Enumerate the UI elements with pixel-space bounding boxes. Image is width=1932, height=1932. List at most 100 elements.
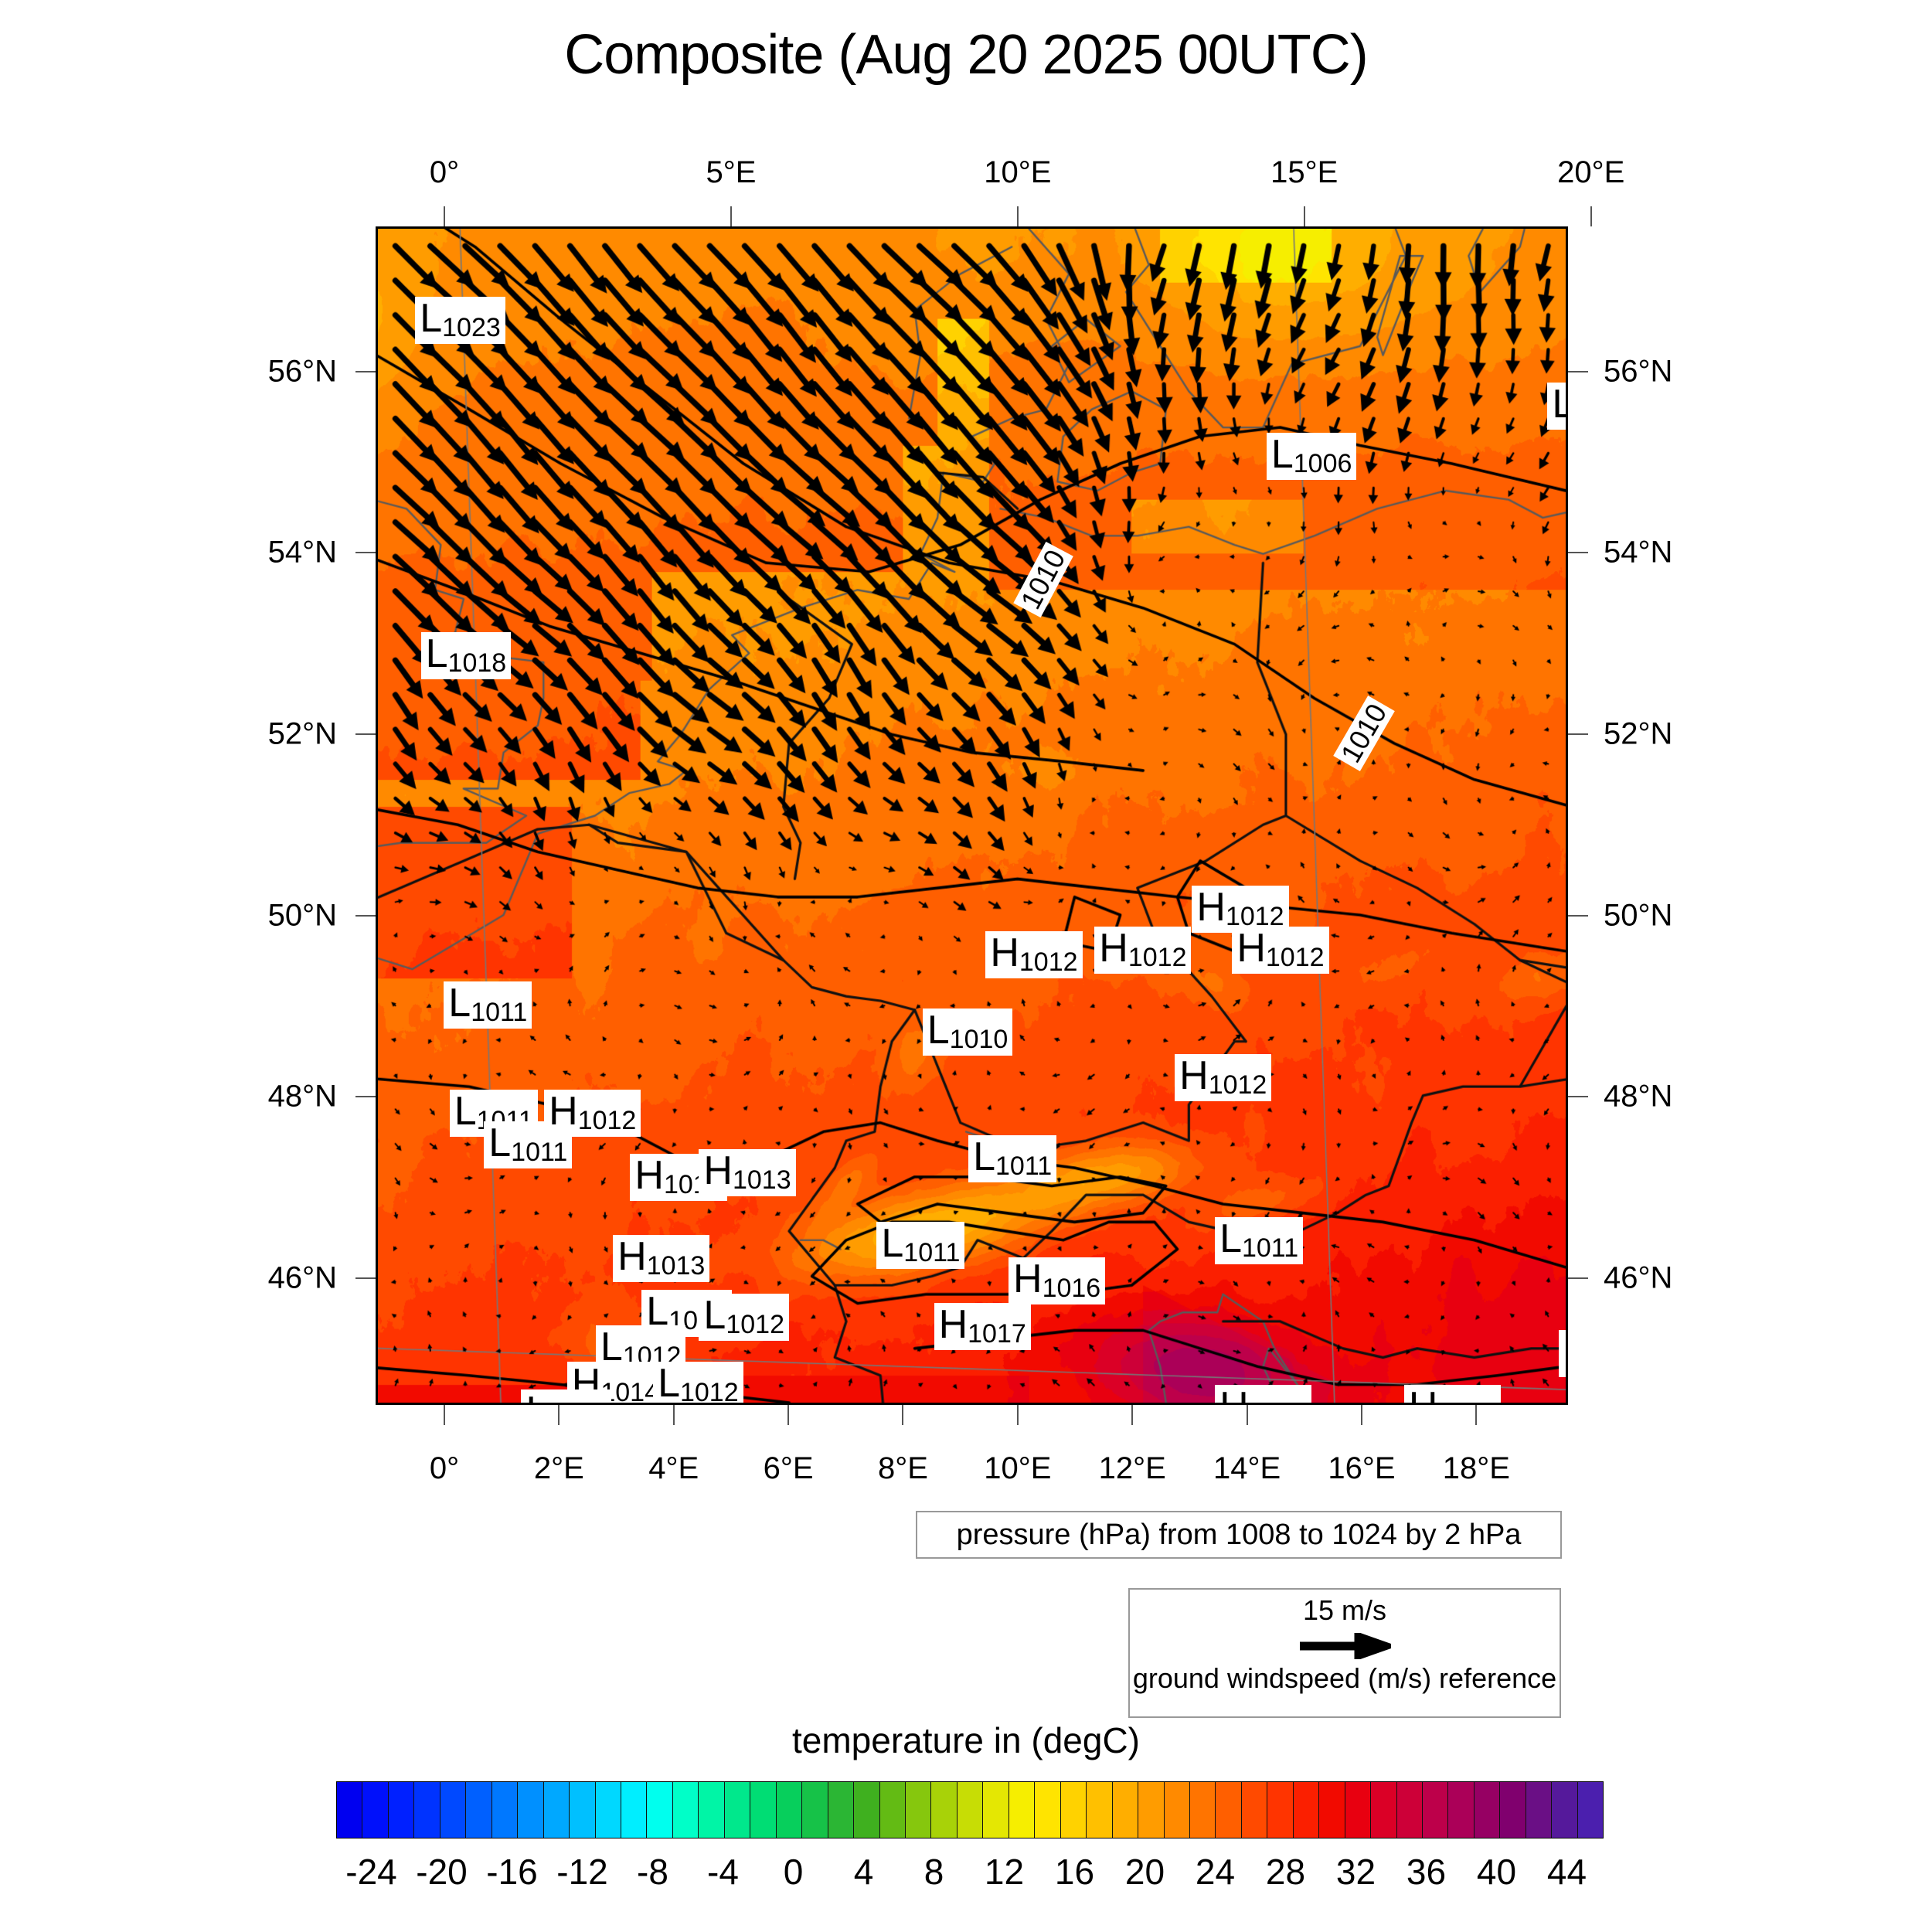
temperature-colorbar[interactable] — [336, 1781, 1604, 1838]
left-axis-label: 54°N — [267, 535, 337, 570]
colorbar-tick-1: -20 — [416, 1852, 468, 1892]
map-plot-area[interactable]: L1023 L1018 L1011 L1011 L1011 H1012 H1013 H1013… — [376, 226, 1568, 1405]
bottom-tick — [1246, 1405, 1248, 1425]
wind-ref-caption: ground windspeed (m/s) reference — [1132, 1662, 1557, 1694]
wind-ref-magnitude: 15 m/s — [1302, 1594, 1387, 1626]
colorbar-cell-1 — [362, 1782, 389, 1838]
colorbar-tick-15: 36 — [1406, 1852, 1447, 1892]
colorbar-cell-32 — [1164, 1782, 1190, 1838]
colorbar-cell-22 — [905, 1782, 932, 1838]
top-axis-label: 15°E — [1270, 155, 1338, 189]
colorbar-cell-5 — [466, 1782, 492, 1838]
bottom-tick — [902, 1405, 904, 1425]
colorbar-cell-4 — [440, 1782, 467, 1838]
bottom-axis-label: 8°E — [878, 1451, 928, 1485]
top-tick — [730, 206, 732, 226]
colorbar-cell-38 — [1319, 1782, 1345, 1838]
colorbar-tick-8: 8 — [923, 1852, 944, 1892]
pressure-info-box: pressure (hPa) from 1008 to 1024 by 2 hP… — [916, 1511, 1562, 1559]
pressure-centre-label: H1012 — [985, 931, 1083, 979]
colorbar-tick-13: 28 — [1265, 1852, 1306, 1892]
bottom-tick — [1475, 1405, 1478, 1425]
colorbar-tick-9: 12 — [984, 1852, 1025, 1892]
bottom-axis-label: 4°E — [648, 1451, 699, 1485]
bottom-axis-label: 14°E — [1213, 1451, 1281, 1485]
pressure-centre-label: H1012 — [1094, 927, 1192, 975]
pressure-centre-label: H1016 — [1009, 1257, 1106, 1305]
right-tick — [1568, 1096, 1588, 1098]
temperature-field-canvas — [378, 229, 1566, 1403]
colorbar-cell-26 — [1009, 1782, 1036, 1838]
top-axis-label: 10°E — [984, 155, 1052, 189]
top-tick — [444, 206, 446, 226]
colorbar-cell-37 — [1293, 1782, 1320, 1838]
left-tick — [355, 1096, 376, 1098]
right-axis-label: 46°N — [1604, 1260, 1673, 1295]
colorbar-cell-3 — [414, 1782, 440, 1838]
colorbar-cell-27 — [1035, 1782, 1061, 1838]
colorbar-cell-44 — [1474, 1782, 1501, 1838]
colorbar-cell-19 — [828, 1782, 855, 1838]
pressure-centre-label: H1012 — [1175, 1053, 1272, 1101]
left-tick — [355, 1277, 376, 1279]
colorbar-cell-36 — [1267, 1782, 1294, 1838]
colorbar-cell-14 — [699, 1782, 725, 1838]
bottom-tick — [787, 1405, 790, 1425]
colorbar-cell-15 — [724, 1782, 751, 1838]
pressure-centre-label: L1011 — [444, 981, 532, 1029]
colorbar-cell-2 — [388, 1782, 415, 1838]
pressure-centre-label: L1011 — [1547, 383, 1566, 430]
colorbar-cell-33 — [1189, 1782, 1216, 1838]
colorbar-cell-29 — [1087, 1782, 1113, 1838]
bottom-axis-label: 2°E — [533, 1451, 584, 1485]
colorbar-cell-20 — [854, 1782, 880, 1838]
left-axis-label: 48°N — [267, 1079, 337, 1114]
right-axis-label: 54°N — [1604, 535, 1673, 570]
bottom-tick — [1131, 1405, 1134, 1425]
colorbar-cell-23 — [931, 1782, 957, 1838]
pressure-centre-label: L1012 — [595, 1325, 686, 1373]
colorbar-tick-11: 20 — [1124, 1852, 1165, 1892]
left-axis-label: 46°N — [267, 1260, 337, 1295]
colorbar-cell-31 — [1138, 1782, 1165, 1838]
colorbar-cell-25 — [983, 1782, 1009, 1838]
colorbar-cell-0 — [337, 1782, 363, 1838]
pressure-centre-label: L1011 — [1215, 1216, 1304, 1264]
colorbar-cell-10 — [595, 1782, 621, 1838]
colorbar-tick-17: 44 — [1546, 1852, 1587, 1892]
colorbar-cell-8 — [543, 1782, 570, 1838]
left-tick — [355, 733, 376, 735]
bottom-tick — [672, 1405, 675, 1425]
pressure-centre-label: L1010 — [922, 1008, 1013, 1056]
right-tick — [1568, 733, 1588, 735]
colorbar-tick-0: -24 — [345, 1852, 397, 1892]
right-tick — [1568, 1277, 1588, 1279]
colorbar-cell-12 — [647, 1782, 673, 1838]
pressure-centre-label: L1006 — [1266, 432, 1357, 480]
colorbar-tick-3: -12 — [556, 1852, 608, 1892]
pressure-centre-label: H1017 — [934, 1303, 1031, 1351]
colorbar-tick-16: 40 — [1476, 1852, 1517, 1892]
bottom-tick — [558, 1405, 560, 1425]
bottom-tick — [1016, 1405, 1019, 1425]
colorbar-cell-40 — [1371, 1782, 1397, 1838]
pressure-centre-label: H1013 — [699, 1148, 796, 1196]
pressure-centre-label: L1012 — [699, 1294, 789, 1342]
colorbar-cell-18 — [802, 1782, 828, 1838]
pressure-centre-label: L1023 — [415, 296, 505, 344]
colorbar-cell-11 — [621, 1782, 648, 1838]
colorbar-tick-labels: -24 -20 -16 -12 -8 -4 0 4 8 12 16 20 24 28 32 36 40 44 — [0, 1851, 1932, 1897]
colorbar-tick-7: 4 — [853, 1852, 874, 1892]
pressure-centre-label: L1011 — [968, 1135, 1057, 1183]
left-tick — [355, 914, 376, 917]
right-axis-label: 48°N — [1604, 1079, 1673, 1114]
bottom-axis-label: 18°E — [1442, 1451, 1510, 1485]
colorbar-cell-16 — [750, 1782, 777, 1838]
bottom-axis-label: 10°E — [984, 1451, 1052, 1485]
bottom-axis-label: 16°E — [1328, 1451, 1396, 1485]
colorbar-tick-6: 0 — [783, 1852, 804, 1892]
pressure-centre-label: H1012 — [544, 1090, 641, 1138]
right-axis-label: 50°N — [1604, 898, 1673, 933]
colorbar-cell-24 — [957, 1782, 984, 1838]
pressure-centre-label: H1013 — [1215, 1384, 1312, 1403]
